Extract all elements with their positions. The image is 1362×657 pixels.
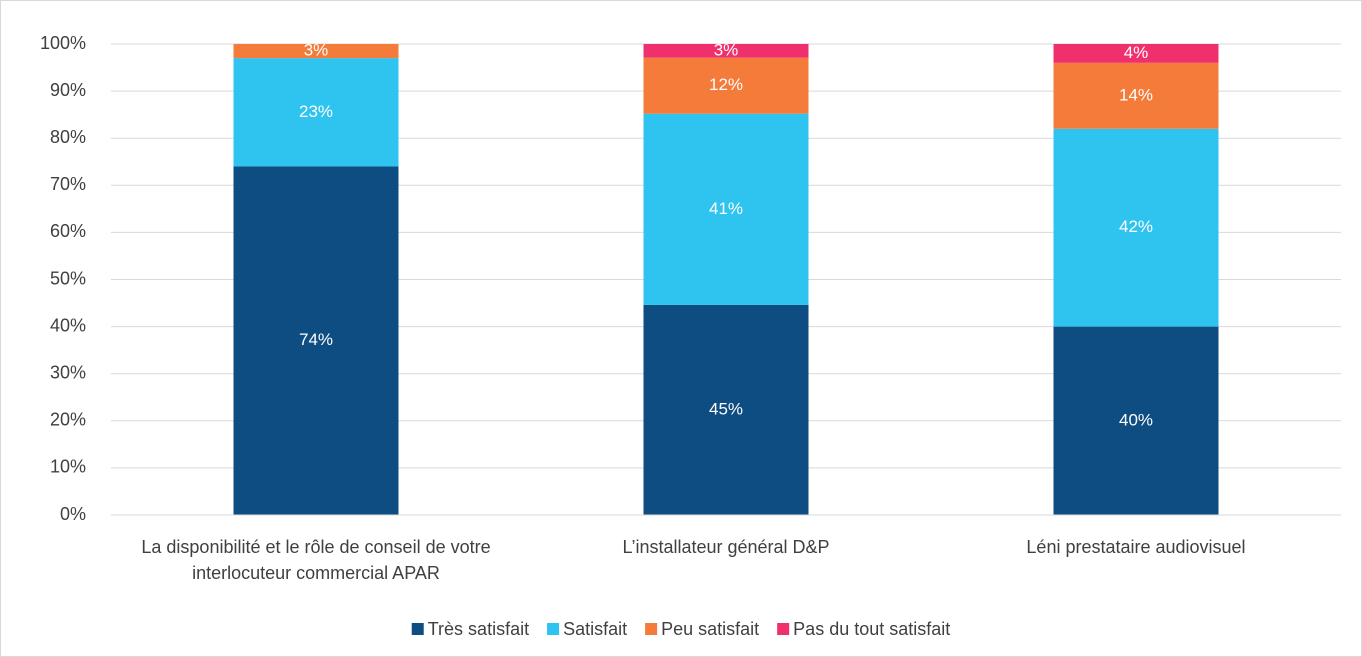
y-tick-label: 20% bbox=[50, 410, 86, 430]
bar-segment bbox=[233, 44, 399, 59]
bar-segment bbox=[1053, 62, 1219, 129]
y-tick-label: 50% bbox=[50, 268, 86, 288]
data-label: 42% bbox=[1119, 217, 1153, 236]
y-tick-label: 10% bbox=[50, 457, 86, 477]
y-tick-label: 60% bbox=[50, 221, 86, 241]
y-tick-label: 90% bbox=[50, 80, 86, 100]
y-tick-label: 100% bbox=[40, 33, 86, 53]
data-label: 3% bbox=[304, 41, 329, 60]
legend-swatch bbox=[411, 623, 424, 635]
data-label: 4% bbox=[1124, 43, 1149, 62]
bar-segment bbox=[1053, 326, 1219, 515]
bar-segment bbox=[643, 113, 809, 305]
bar-segment bbox=[643, 44, 809, 58]
x-tick-label: L’installateur général D&P bbox=[622, 537, 830, 557]
legend-label: Peu satisfait bbox=[661, 619, 759, 639]
data-label: 23% bbox=[299, 102, 333, 121]
data-label: 45% bbox=[709, 399, 743, 418]
y-tick-label: 80% bbox=[50, 127, 86, 147]
bar-segment bbox=[643, 304, 809, 515]
y-tick-label: 40% bbox=[50, 315, 86, 335]
y-tick-label: 70% bbox=[50, 174, 86, 194]
legend-swatch bbox=[777, 623, 790, 635]
bar-segment bbox=[1053, 44, 1219, 63]
data-label: 74% bbox=[299, 330, 333, 349]
y-tick-label: 0% bbox=[60, 504, 86, 524]
legend-swatch bbox=[645, 623, 658, 635]
legend-label: Satisfait bbox=[563, 619, 627, 639]
bar-segment bbox=[643, 57, 809, 114]
data-label: 3% bbox=[714, 40, 739, 59]
bar-segment bbox=[233, 58, 399, 167]
legend-label: Pas du tout satisfait bbox=[793, 619, 950, 639]
bar-segment bbox=[1053, 128, 1219, 327]
data-label: 12% bbox=[709, 75, 743, 94]
legend-label: Très satisfait bbox=[428, 619, 529, 639]
data-label: 40% bbox=[1119, 410, 1153, 429]
x-tick-label: La disponibilité et le rôle de conseil d… bbox=[141, 537, 491, 583]
legend-swatch bbox=[547, 623, 560, 635]
y-tick-label: 30% bbox=[50, 362, 86, 382]
bar-segment bbox=[233, 166, 399, 515]
data-label: 41% bbox=[709, 199, 743, 218]
data-label: 14% bbox=[1119, 85, 1153, 104]
x-tick-label: Léni prestataire audiovisuel bbox=[1026, 537, 1246, 557]
